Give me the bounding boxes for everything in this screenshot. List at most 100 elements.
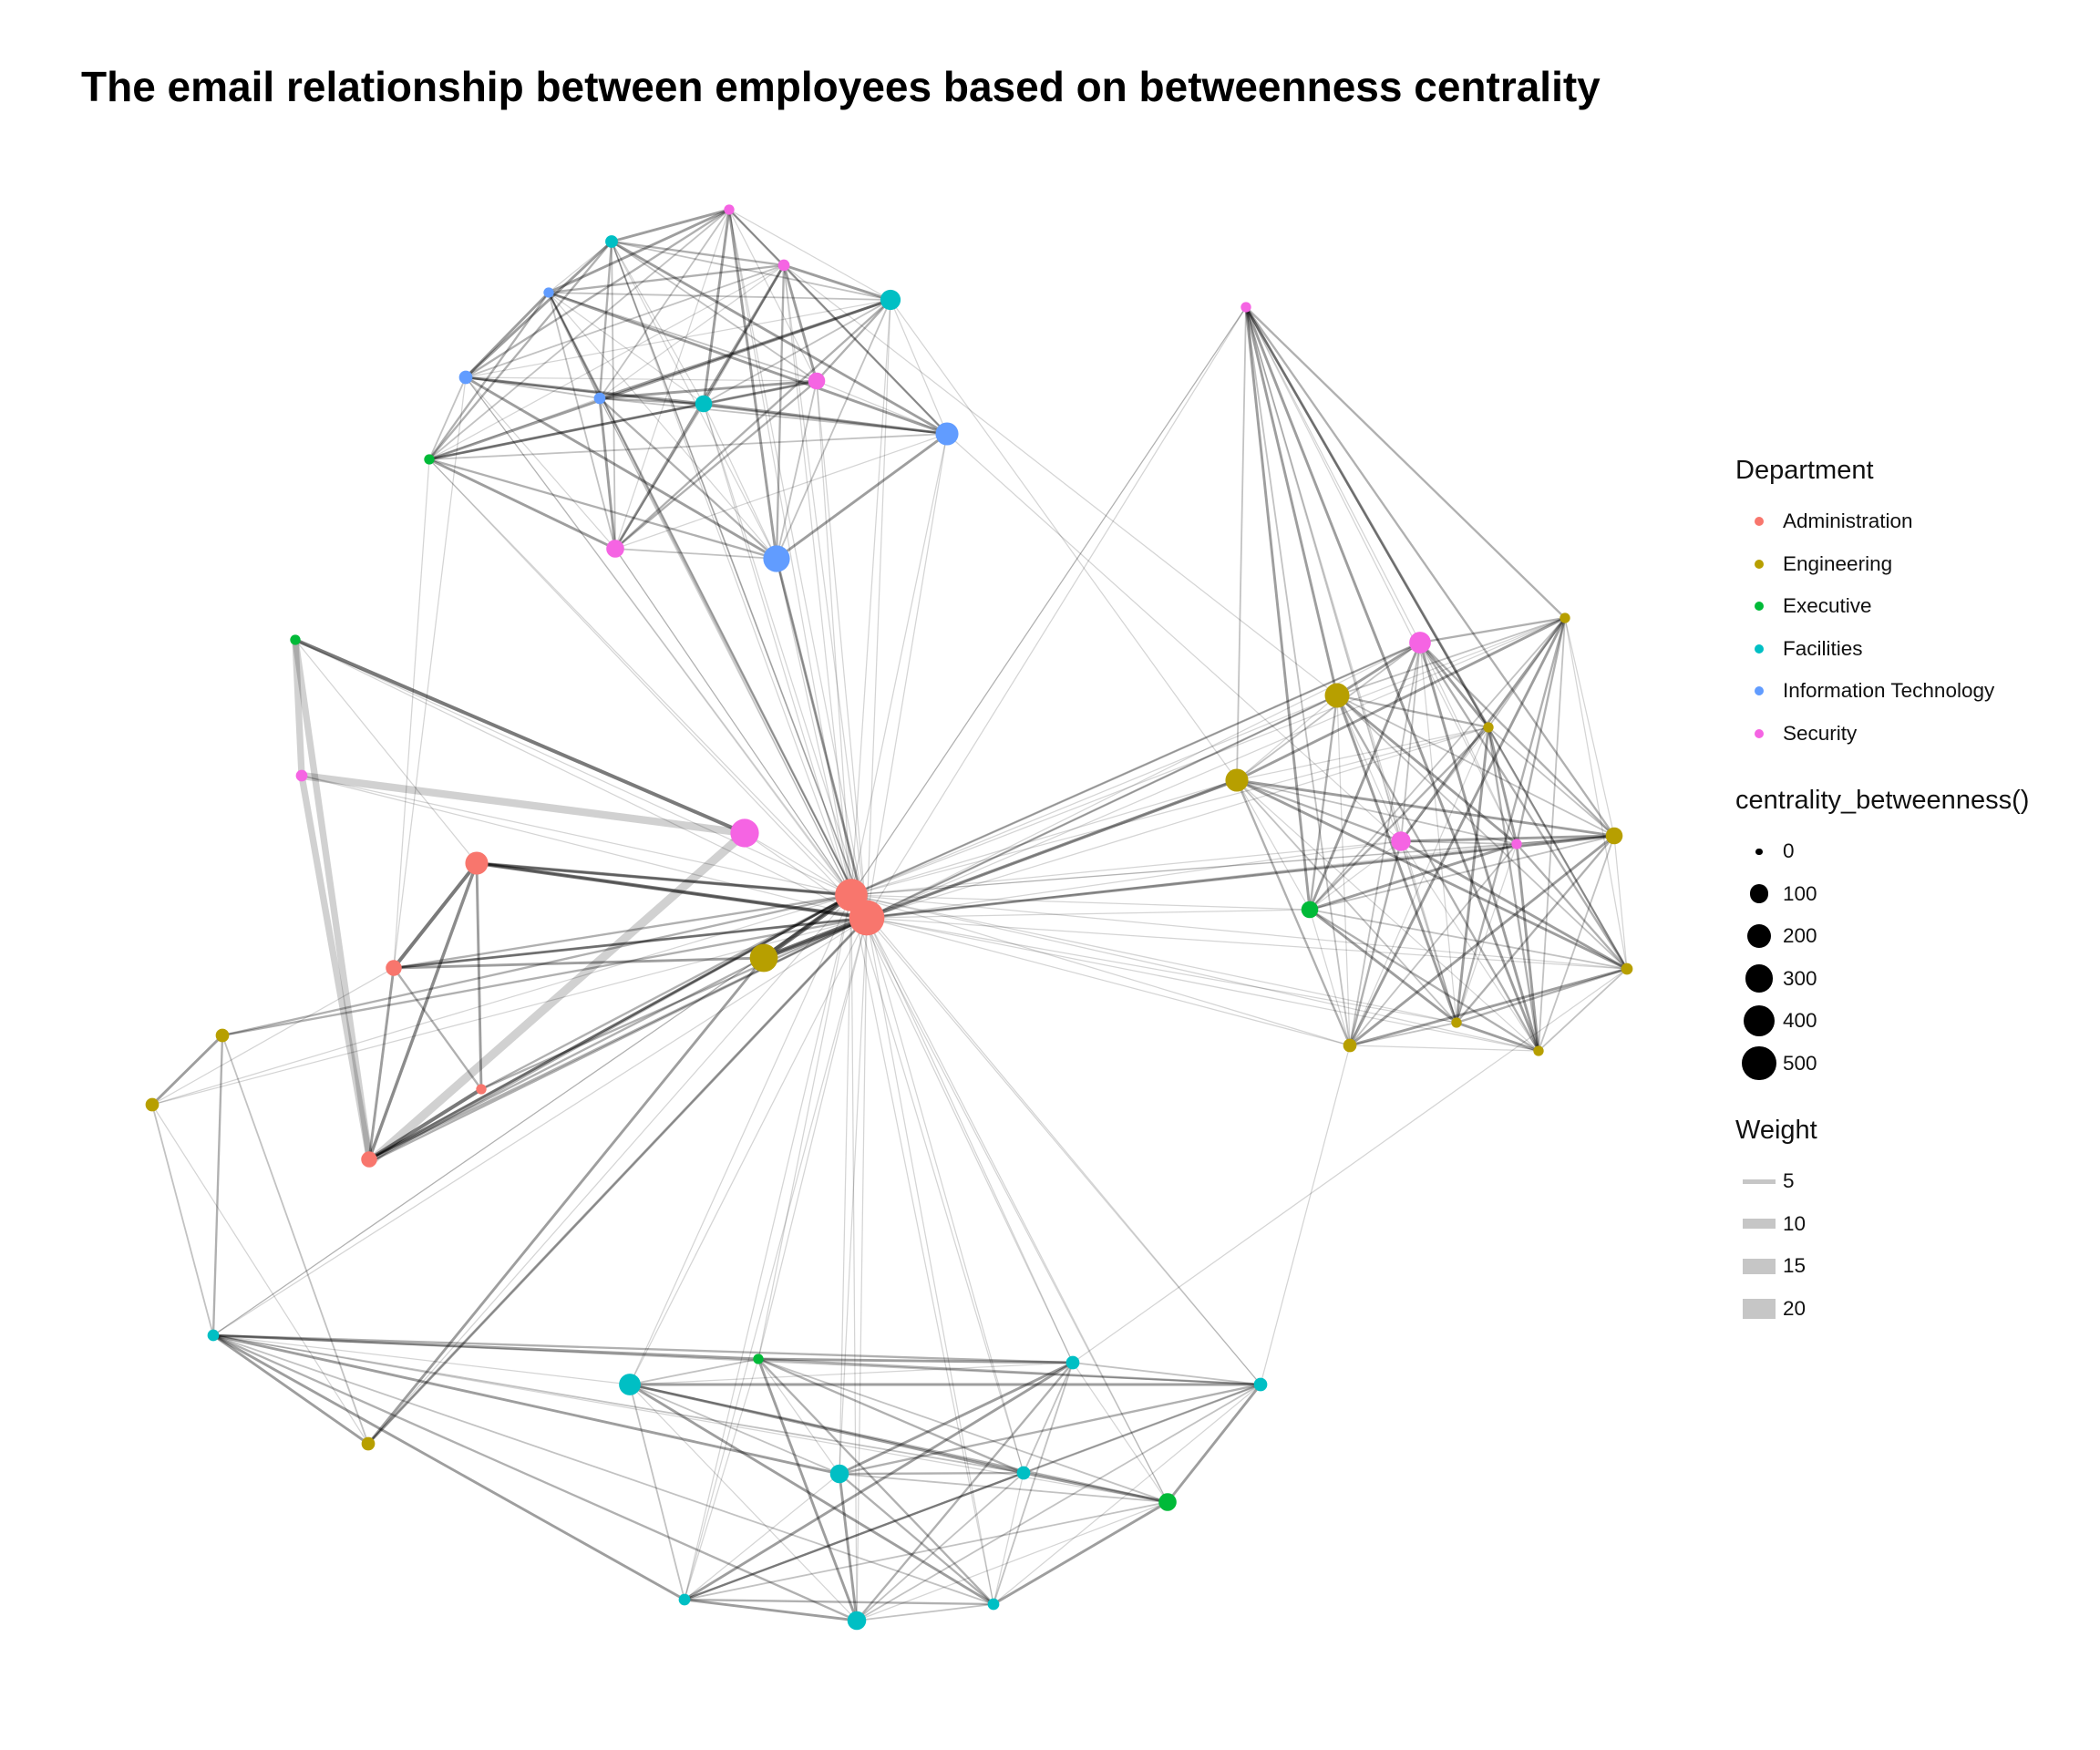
edge-n1-n40 xyxy=(599,397,868,919)
edge-n25-n33 xyxy=(684,1501,1168,1601)
edge-n32-n33 xyxy=(684,1471,1024,1601)
edge-n45-n50 xyxy=(614,380,818,550)
edge-n37-n32 xyxy=(212,1334,1024,1474)
edge-n17-n19 xyxy=(1456,967,1628,1024)
node-n25 xyxy=(1158,1493,1177,1511)
edge-n31-n29 xyxy=(839,1361,1074,1476)
edge-n38-n50 xyxy=(548,292,616,550)
weight-legend-item-key xyxy=(1735,1179,1783,1184)
edge-n32-n35 xyxy=(856,1472,1024,1621)
edge-n1-n34 xyxy=(866,917,994,1605)
edge-n47-n18 xyxy=(1349,642,1421,1046)
node-n51 xyxy=(1391,831,1411,851)
edge-n26-n38 xyxy=(548,241,612,293)
legend: Department Administration Engineering Exec… xyxy=(1735,456,2091,1361)
edge-n1-n16 xyxy=(866,835,1615,919)
department-legend-item-label: Security xyxy=(1783,721,1858,745)
edge-n42-n1 xyxy=(775,558,869,919)
edge-n13-n51 xyxy=(1236,778,1402,843)
edge-n14-n15 xyxy=(1488,617,1566,728)
weight-width-swatch xyxy=(1743,1259,1776,1274)
edge-n16-n52 xyxy=(1516,834,1615,846)
edge-n2-n43 xyxy=(728,209,852,896)
edge-n30-n25 xyxy=(629,1383,1168,1504)
edge-n39-n28 xyxy=(465,376,705,406)
edge-n2-n22 xyxy=(428,458,852,896)
edge-n1-n18 xyxy=(866,917,1351,1046)
edge-n14-n20 xyxy=(1538,617,1566,1052)
edge-n31-n34 xyxy=(993,1362,1074,1605)
node-n41 xyxy=(935,422,959,446)
edge-n27-n38 xyxy=(548,292,891,301)
edge-n2-n16 xyxy=(850,835,1615,896)
edge-n1-n7 xyxy=(480,916,868,1091)
node-n30 xyxy=(619,1374,641,1395)
edge-n1-n15 xyxy=(866,726,1489,919)
department-legend-item: Facilities xyxy=(1735,628,2091,671)
edge-n9-n11 xyxy=(221,1035,369,1445)
edge-n2-n29 xyxy=(839,894,852,1475)
centrality-legend-item: 100 xyxy=(1735,873,2091,916)
edge-n36-n35 xyxy=(856,1384,1261,1621)
edge-n38-n41 xyxy=(548,291,948,436)
edge-n41-n50 xyxy=(614,433,948,550)
department-legend-item-key xyxy=(1735,602,1783,612)
edge-n16-n1 xyxy=(866,834,1615,920)
edge-n38-n40 xyxy=(547,292,602,399)
edge-n45-n28 xyxy=(703,380,818,405)
edge-n11-n8 xyxy=(366,957,766,1445)
edge-n2-n12 xyxy=(850,695,1338,896)
edge-n2-n35 xyxy=(850,894,858,1621)
edge-n47-n19 xyxy=(1419,642,1457,1024)
edge-n16-n19 xyxy=(1456,835,1615,1024)
edge-n13-n52 xyxy=(1236,779,1518,845)
node-n15 xyxy=(1483,722,1494,733)
centrality-legend-item: 0 xyxy=(1735,830,2091,873)
node-n38 xyxy=(543,287,554,298)
node-n40 xyxy=(593,392,606,405)
edge-n14-n51 xyxy=(1399,617,1567,842)
edge-n44-n39 xyxy=(465,264,785,378)
edge-n1-n28 xyxy=(703,403,868,919)
edge-n2-n24 xyxy=(757,894,852,1360)
edge-n15-n20 xyxy=(1487,726,1540,1052)
edge-n2-n32 xyxy=(850,894,1024,1474)
edge-n24-n34 xyxy=(757,1358,994,1605)
department-swatch xyxy=(1755,517,1764,527)
centrality-size-swatch xyxy=(1745,964,1774,993)
edge-n26-n1 xyxy=(611,241,868,919)
edge-n37-n11 xyxy=(212,1333,369,1446)
edge-n12-n16 xyxy=(1336,695,1615,837)
weight-legend-item-label: 10 xyxy=(1783,1211,1807,1235)
edge-n5-n49 xyxy=(366,829,748,1166)
edge-n12-n20 xyxy=(1335,695,1540,1052)
department-legend-item-key xyxy=(1735,728,1783,738)
edge-n2-n5 xyxy=(369,893,852,1164)
edge-n51-n23 xyxy=(1309,840,1402,911)
edge-n29-n35 xyxy=(838,1473,859,1621)
edge-layer xyxy=(150,208,1629,1622)
node-n4 xyxy=(386,960,402,976)
edge-n1-n9 xyxy=(221,916,868,1037)
edge-n1-n14 xyxy=(866,617,1566,919)
edge-n52-n20 xyxy=(1515,843,1540,1052)
node-n50 xyxy=(606,540,624,558)
edge-n2-n18 xyxy=(850,894,1351,1046)
node-n26 xyxy=(605,235,618,248)
edge-n13-n47 xyxy=(1236,642,1421,781)
node-n44 xyxy=(777,259,790,272)
department-legend: Department Administration Engineering Exec… xyxy=(1735,456,2091,755)
edge-n1-n43 xyxy=(728,209,868,919)
edge-n24-n31 xyxy=(757,1357,1074,1364)
edge-n29-n33 xyxy=(684,1473,840,1601)
edge-n2-n41 xyxy=(850,433,948,896)
edge-n16-n17 xyxy=(1613,835,1628,970)
edge-n44-n41 xyxy=(783,264,948,435)
edge-n12-n51 xyxy=(1336,695,1402,842)
edge-n29-n25 xyxy=(839,1473,1168,1503)
edge-n39-n45 xyxy=(465,376,818,382)
edge-n26-n43 xyxy=(611,208,730,243)
edge-n51-n17 xyxy=(1400,839,1628,971)
edge-n13-n17 xyxy=(1236,778,1628,971)
edge-n39-n50 xyxy=(465,376,616,550)
